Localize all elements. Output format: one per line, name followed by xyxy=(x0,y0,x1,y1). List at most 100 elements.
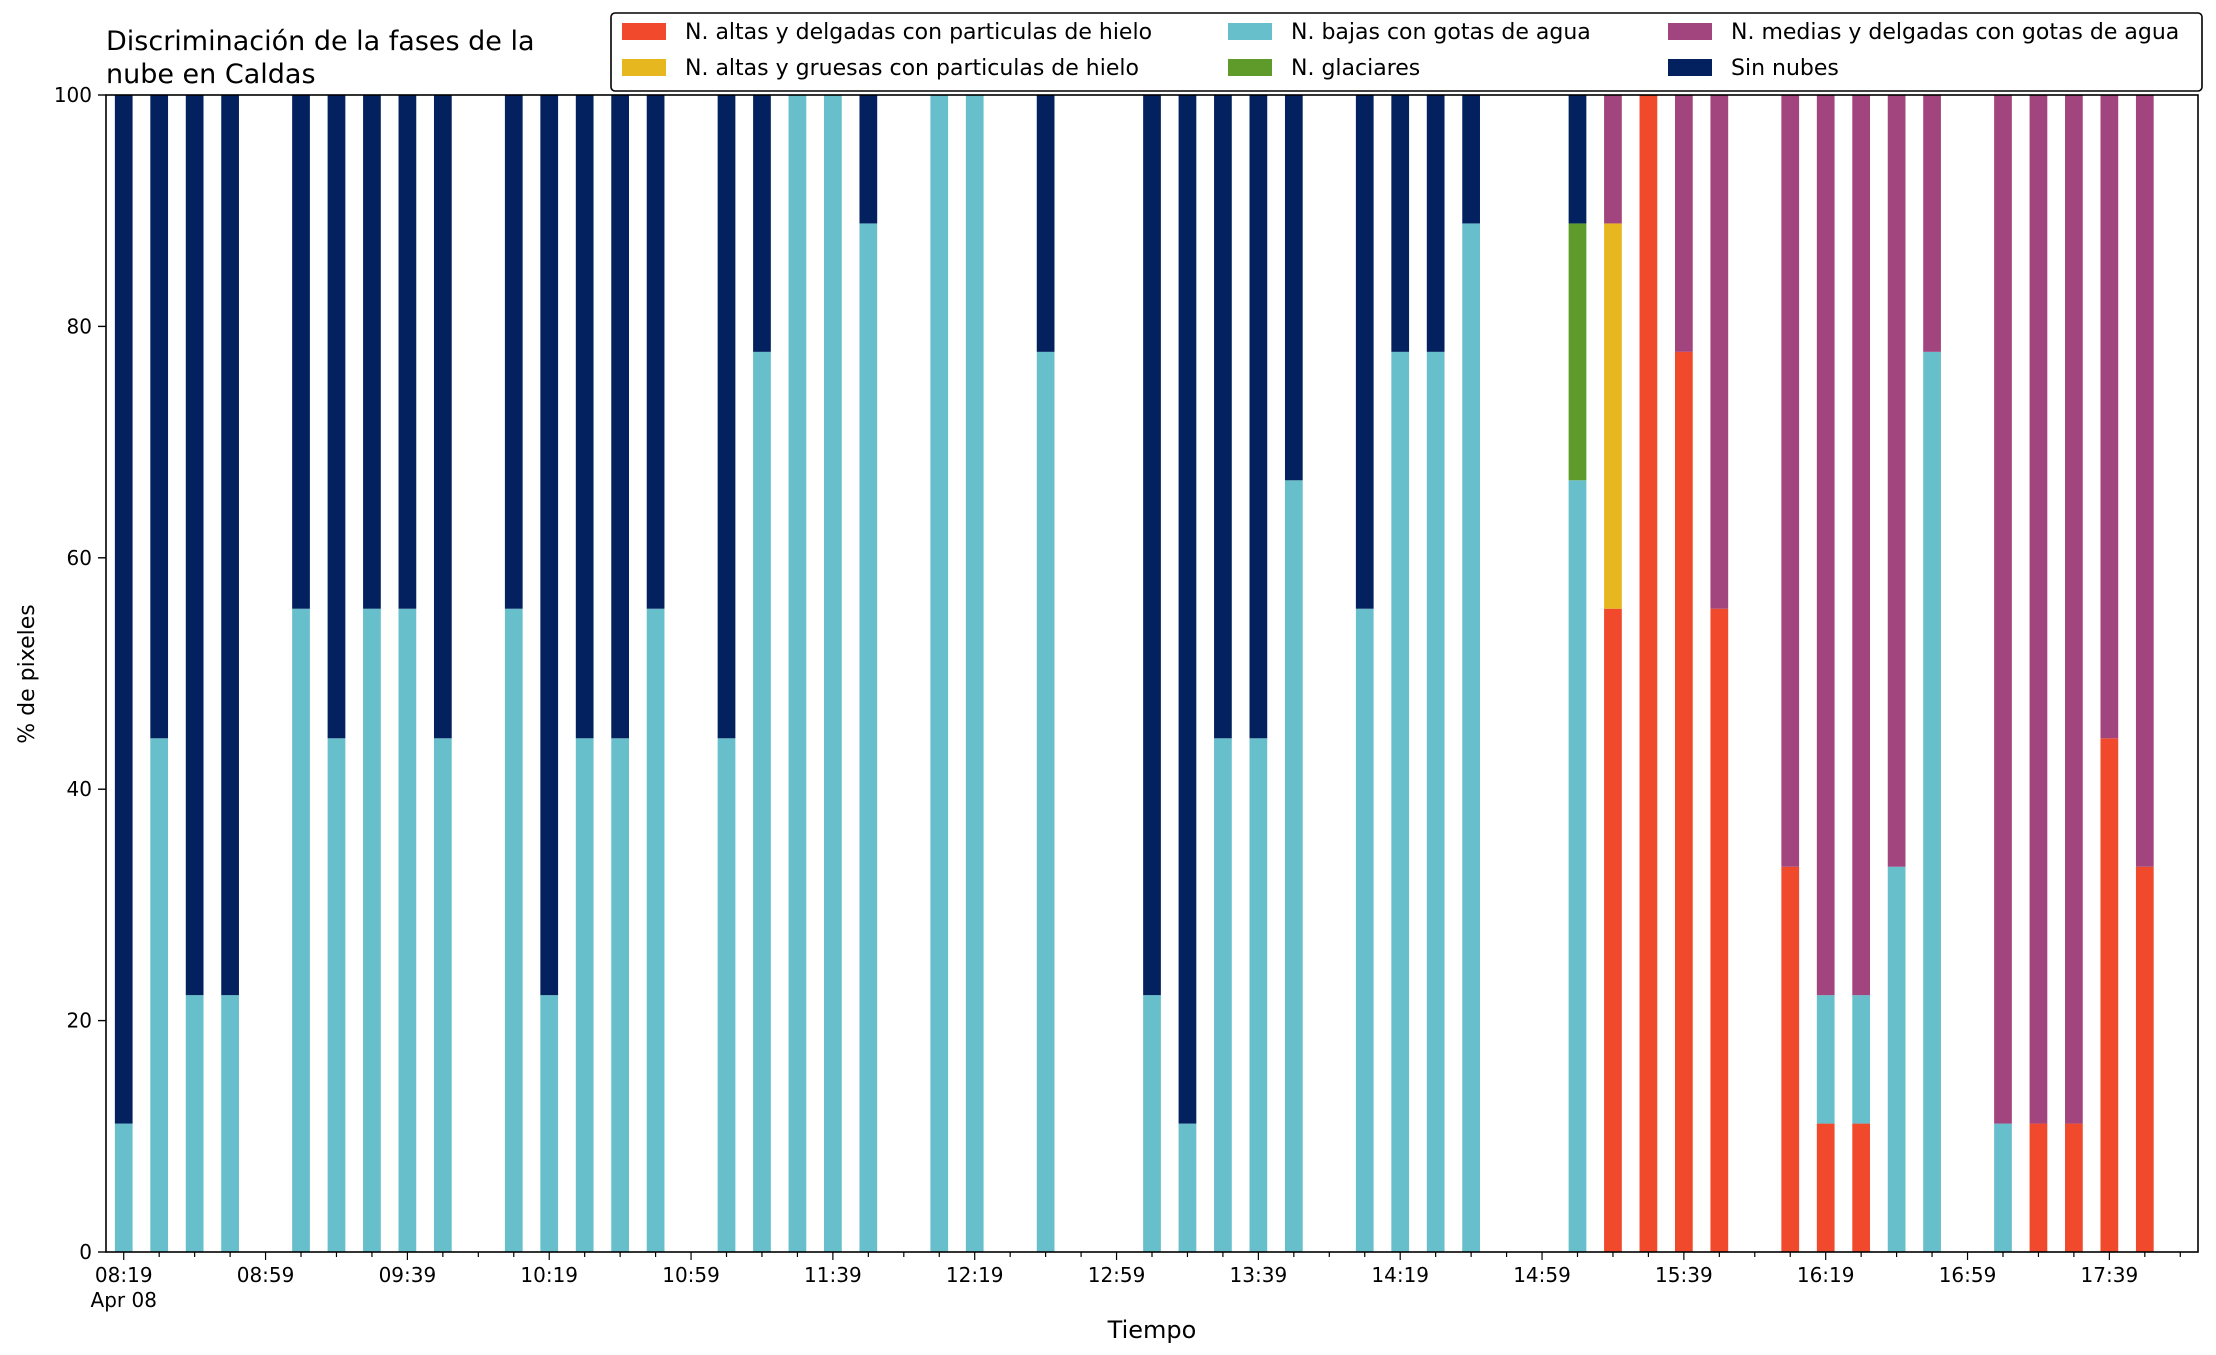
y-axis-label: % de pixeles xyxy=(15,604,40,743)
legend-item-altas_gruesas: N. altas y gruesas con particulas de hie… xyxy=(622,56,1139,81)
bar-segment-altas_delgadas xyxy=(2100,738,2119,1252)
legend-item-sin_nubes: Sin nubes xyxy=(1668,56,1839,81)
legend-frame xyxy=(610,12,2203,92)
bar-segment-medias xyxy=(2100,95,2119,739)
bars-layer xyxy=(114,95,2154,1253)
bar-segment-altas_gruesas xyxy=(1604,223,1622,609)
bar-segment-medias xyxy=(1710,95,1729,609)
bar-segment-bajas xyxy=(540,995,559,1252)
bar-13:09 xyxy=(1143,95,1161,1252)
legend-label: N. altas y gruesas con particulas de hie… xyxy=(685,56,1139,81)
x-tick-label: 08:19 xyxy=(95,1263,153,1287)
bar-segment-sin_nubes xyxy=(1568,95,1587,224)
bar-segment-bajas xyxy=(930,95,949,1252)
bar-13:29 xyxy=(1214,95,1232,1252)
bar-11:49 xyxy=(859,95,878,1253)
bar-segment-sin_nubes xyxy=(363,95,381,609)
bar-segment-medias xyxy=(1852,95,1871,996)
bar-segment-sin_nubes xyxy=(398,95,417,609)
y-tick-label: 80 xyxy=(67,314,92,338)
x-tick-label: 10:59 xyxy=(662,1263,720,1287)
legend-swatch xyxy=(622,59,666,76)
x-tick-label: 15:39 xyxy=(1655,1263,1713,1287)
x-tick-label: 09:39 xyxy=(379,1263,437,1287)
legend-item-glaciares: N. glaciares xyxy=(1228,56,1420,81)
x-tick-label: 12:59 xyxy=(1088,1263,1146,1287)
bar-segment-glaciares xyxy=(1568,223,1587,481)
bar-segment-sin_nubes xyxy=(114,95,133,1124)
bar-08:39 xyxy=(185,95,204,1252)
x-tick-label: 14:19 xyxy=(1371,1263,1429,1287)
bar-segment-sin_nubes xyxy=(1391,95,1410,352)
bar-segment-bajas xyxy=(824,95,842,1252)
bar-segment-altas_delgadas xyxy=(1781,866,1800,1252)
bar-segment-sin_nubes xyxy=(1462,95,1480,224)
bar-segment-bajas xyxy=(292,608,310,1252)
bar-17:09 xyxy=(1994,95,2012,1252)
bar-14:39 xyxy=(1462,95,1480,1253)
bar-12:09 xyxy=(930,95,949,1252)
bar-11:09 xyxy=(717,95,736,1252)
bar-08:49 xyxy=(221,95,239,1252)
bar-segment-sin_nubes xyxy=(753,95,771,352)
bar-segment-sin_nubes xyxy=(859,95,878,224)
bar-11:19 xyxy=(753,95,771,1253)
legend-item-altas_delgadas: N. altas y delgadas con particulas de hi… xyxy=(622,20,1152,45)
bar-14:29 xyxy=(1426,95,1445,1253)
bar-16:29 xyxy=(1852,95,1871,1252)
bar-segment-bajas xyxy=(1284,480,1303,1252)
bar-segment-bajas xyxy=(433,738,452,1252)
x-tick-label: 13:39 xyxy=(1230,1263,1288,1287)
bar-14:19 xyxy=(1391,95,1410,1253)
bar-15:29 xyxy=(1639,95,1658,1252)
bar-segment-bajas xyxy=(788,95,807,1252)
legend-label: Sin nubes xyxy=(1731,56,1839,81)
bar-segment-altas_delgadas xyxy=(1816,1123,1835,1252)
legend-item-bajas: N. bajas con gotas de agua xyxy=(1228,20,1591,45)
bar-segment-altas_delgadas xyxy=(1852,1123,1871,1252)
bar-segment-medias xyxy=(2135,95,2154,867)
bar-segment-medias xyxy=(1923,95,1941,352)
bar-08:29 xyxy=(150,95,169,1252)
x-tick-label: 10:19 xyxy=(520,1263,578,1287)
bar-segment-sin_nubes xyxy=(1284,95,1303,481)
x-tick-label: 16:19 xyxy=(1797,1263,1855,1287)
bar-15:19 xyxy=(1604,95,1622,1252)
legend-label: N. medias y delgadas con gotas de agua xyxy=(1731,20,2179,45)
axes-layer: 0 20 40 60 80 100 08:19 08:59 09:39 10:19 10:59 11:… xyxy=(54,83,2199,1312)
bar-segment-altas_delgadas xyxy=(1639,95,1658,1252)
bar-segment-sin_nubes xyxy=(540,95,559,996)
legend-label: N. altas y delgadas con particulas de hi… xyxy=(685,20,1152,45)
legend-swatch xyxy=(1228,59,1272,76)
bar-segment-bajas xyxy=(717,738,736,1252)
bar-segment-bajas xyxy=(114,1123,133,1252)
bar-segment-sin_nubes xyxy=(1426,95,1445,352)
bar-12:19 xyxy=(965,95,984,1252)
bar-12:39 xyxy=(1036,95,1055,1253)
bar-09:19 xyxy=(327,95,346,1252)
bar-segment-altas_delgadas xyxy=(2135,866,2154,1252)
legend-label: N. bajas con gotas de agua xyxy=(1291,20,1591,45)
bar-11:29 xyxy=(788,95,807,1252)
y-tick-label: 60 xyxy=(67,546,92,570)
bar-10:39 xyxy=(611,95,629,1252)
bar-segment-sin_nubes xyxy=(433,95,452,739)
bar-segment-altas_delgadas xyxy=(1675,351,1693,1253)
bar-segment-bajas xyxy=(1426,351,1445,1253)
bar-segment-bajas xyxy=(965,95,984,1252)
bar-segment-bajas xyxy=(504,608,523,1252)
bar-17:39 xyxy=(2100,95,2119,1252)
legend-items: N. altas y delgadas con particulas de hi… xyxy=(622,20,2179,81)
bar-segment-medias xyxy=(2065,95,2083,1124)
bar-segment-bajas xyxy=(221,995,239,1252)
bar-08:19 xyxy=(114,95,133,1252)
bar-16:39 xyxy=(1887,95,1906,1252)
bar-segment-sin_nubes xyxy=(575,95,594,739)
bar-segment-bajas xyxy=(575,738,594,1252)
bar-segment-altas_delgadas xyxy=(2065,1123,2083,1252)
bar-segment-sin_nubes xyxy=(1178,95,1197,1124)
bar-segment-bajas xyxy=(859,223,878,1253)
legend-swatch xyxy=(1228,23,1272,40)
bar-10:19 xyxy=(540,95,559,1252)
bar-14:09 xyxy=(1355,95,1374,1252)
